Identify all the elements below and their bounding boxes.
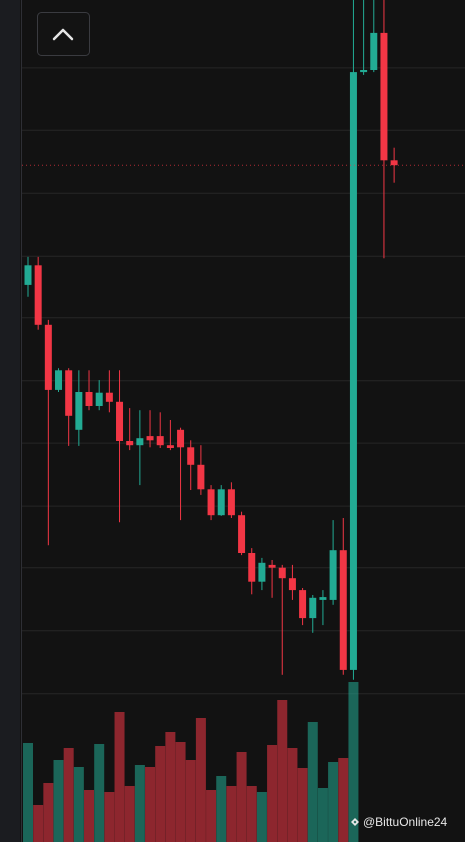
volume-bar: [114, 712, 125, 842]
candle-body: [166, 445, 174, 448]
volume-bar: [104, 792, 115, 842]
candle-body: [75, 392, 83, 430]
volume-bar: [246, 786, 257, 842]
candle-body: [329, 550, 337, 600]
candle-body: [217, 489, 225, 516]
candle-body: [24, 265, 32, 285]
candle-body: [187, 447, 195, 465]
volume-bar: [338, 758, 349, 842]
candle-body: [278, 567, 286, 579]
candle-body: [95, 392, 103, 406]
volume-bar: [23, 743, 33, 842]
candle-body: [105, 392, 113, 402]
volume-bar: [175, 742, 186, 842]
volume-bar: [155, 746, 166, 842]
volume-bar: [277, 700, 288, 842]
volume-bar: [94, 744, 105, 842]
candle-body: [349, 72, 357, 670]
candle-body: [268, 564, 276, 568]
candle-body: [227, 489, 235, 516]
candle-body: [319, 597, 327, 600]
volume-bar: [53, 760, 64, 842]
candle-body: [44, 324, 52, 390]
logo-icon: [351, 818, 359, 826]
volume-bar: [134, 765, 145, 842]
volume-bar: [124, 786, 135, 842]
scroll-up-button[interactable]: [37, 12, 90, 56]
candle-body: [197, 464, 205, 490]
candle-body: [339, 550, 347, 670]
candle-body: [288, 578, 296, 591]
volume-bar: [297, 768, 308, 842]
candle-body: [177, 429, 185, 448]
candle-body: [116, 401, 124, 441]
button-frame[interactable]: [37, 12, 90, 56]
volume-bar: [307, 722, 318, 842]
volume-bar: [33, 805, 44, 842]
candle-body: [238, 515, 246, 553]
volume-bar: [195, 718, 206, 842]
candle-body: [299, 590, 307, 619]
candle-body: [309, 597, 317, 619]
candle-body: [390, 160, 398, 166]
volume-bar: [43, 783, 54, 842]
candles: [22, 0, 465, 680]
candle-body: [85, 392, 93, 406]
candle-body: [380, 32, 388, 161]
volume-bar: [206, 790, 217, 842]
volume-bar: [185, 760, 196, 842]
watermark: @BittuOnline24: [351, 815, 448, 829]
candle-body: [258, 562, 266, 582]
candle-body: [156, 436, 164, 446]
volume-bar: [348, 682, 359, 842]
watermark-text: @BittuOnline24: [363, 815, 448, 829]
side-panel: [0, 0, 20, 842]
grid: [22, 67, 465, 695]
volume-bar: [287, 748, 298, 842]
volume-bar: [63, 748, 74, 842]
candle-body: [207, 489, 215, 516]
volume-bar: [267, 745, 278, 842]
candle-body: [136, 438, 144, 446]
candle-body: [360, 70, 368, 73]
volume-bar: [328, 762, 339, 842]
candle-body: [65, 370, 73, 416]
volume-bars: [23, 682, 359, 842]
volume-bar: [256, 792, 267, 842]
volume-bar: [145, 767, 156, 842]
candle-body: [55, 370, 63, 390]
volume-bar: [84, 790, 95, 842]
candle-body: [370, 32, 378, 70]
volume-bar: [236, 752, 247, 842]
candle-body: [34, 265, 42, 325]
candle-body: [126, 441, 134, 446]
volume-bar: [216, 776, 227, 842]
volume-bar: [317, 788, 328, 842]
volume-bar: [165, 732, 176, 842]
chevron-up-icon[interactable]: [52, 28, 74, 41]
volume-bar: [73, 767, 84, 842]
candle-body: [146, 436, 154, 441]
volume-bar: [226, 786, 237, 842]
candle-body: [248, 553, 256, 582]
